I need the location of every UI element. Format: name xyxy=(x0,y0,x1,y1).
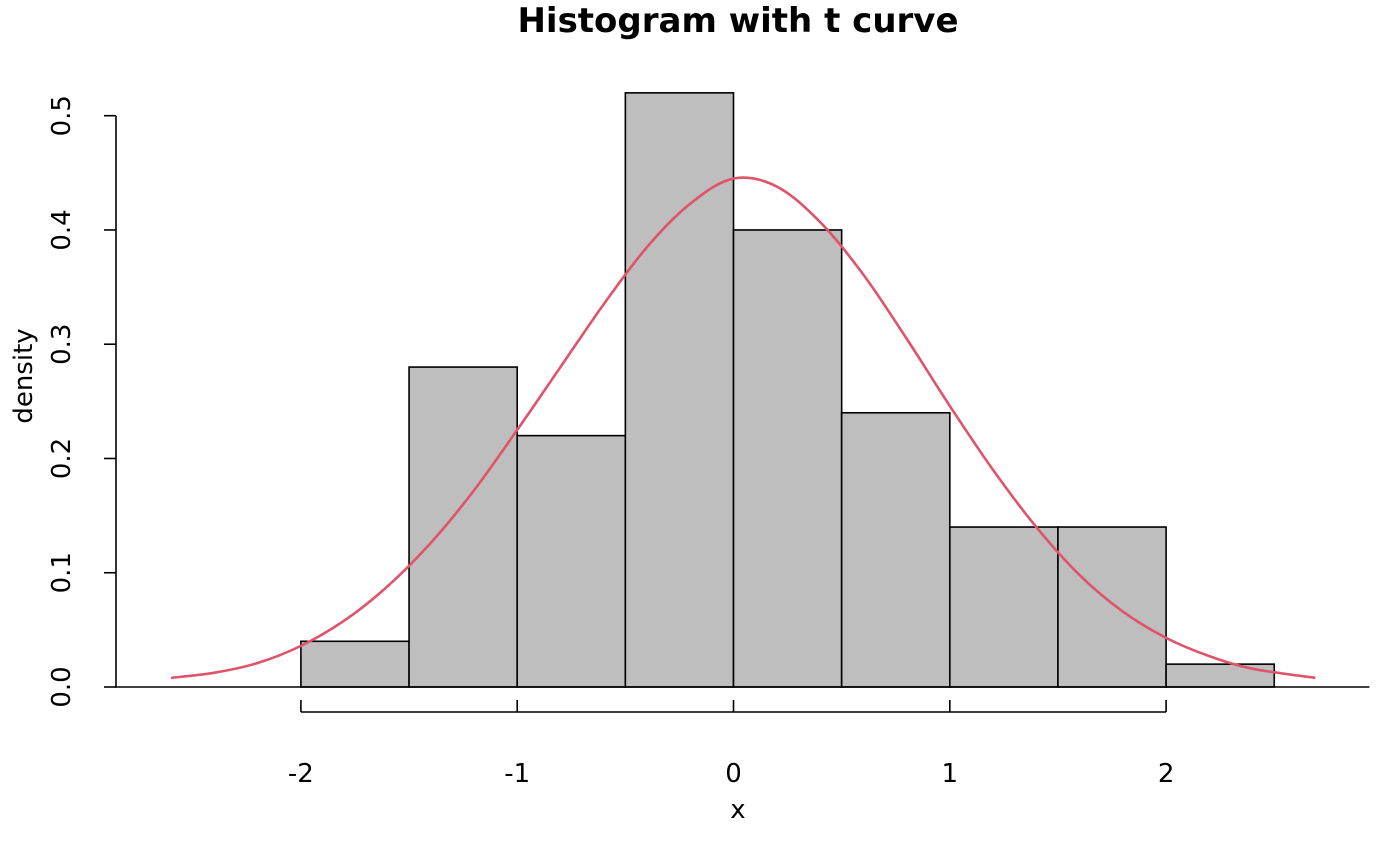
histogram-bar xyxy=(948,526,1059,688)
y-axis: 0.0 0.1 0.2 0.3 0.4 0.5 xyxy=(47,95,117,708)
x-tick-label: -2 xyxy=(288,759,314,789)
x-tick-label: 1 xyxy=(942,759,959,789)
y-tick-label: 0.5 xyxy=(47,95,77,136)
y-tick-label: 0.3 xyxy=(47,324,77,365)
histogram-bar xyxy=(300,640,410,688)
chart-title: Histogram with t curve xyxy=(517,1,958,41)
histogram-bar xyxy=(516,434,627,688)
y-tick-label: 0.2 xyxy=(47,438,77,479)
y-axis-label: density xyxy=(9,328,39,423)
x-tick-label: -1 xyxy=(504,759,530,789)
y-tick-label: 0.1 xyxy=(47,552,77,593)
y-tick-label: 0.0 xyxy=(47,666,77,707)
x-axis: -2 -1 0 1 2 xyxy=(288,700,1174,789)
histogram-bar xyxy=(1165,663,1276,688)
x-tick-label: 0 xyxy=(725,759,742,789)
y-tick-label: 0.4 xyxy=(47,209,77,250)
histogram-bar xyxy=(408,366,518,688)
x-axis-label: x xyxy=(730,795,745,825)
x-tick-label: 2 xyxy=(1158,759,1175,789)
histogram-bar xyxy=(732,229,843,688)
histogram-bar xyxy=(1057,526,1167,688)
histogram-bar xyxy=(624,92,735,688)
histogram-bar xyxy=(840,411,951,688)
histogram-bars xyxy=(300,92,1276,688)
t-density-curve xyxy=(170,176,1316,680)
